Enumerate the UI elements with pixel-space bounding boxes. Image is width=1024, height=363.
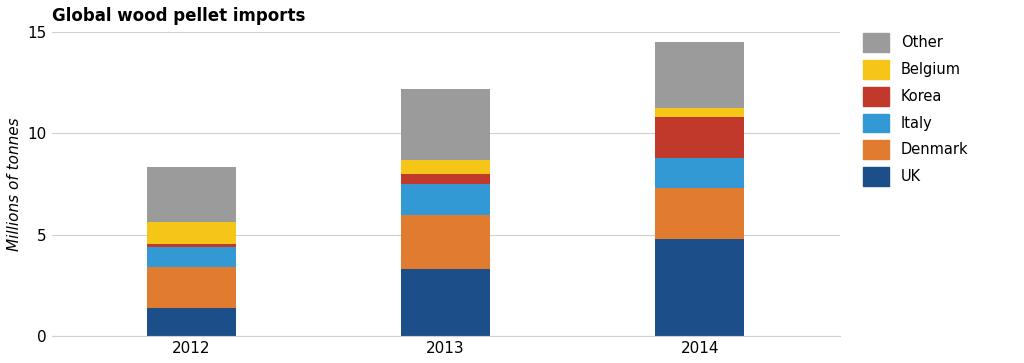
- Bar: [401, 89, 490, 160]
- Bar: [655, 108, 744, 117]
- Bar: [401, 215, 490, 269]
- Bar: [655, 117, 744, 158]
- Bar: [401, 174, 490, 184]
- Bar: [401, 160, 490, 174]
- Bar: [146, 267, 236, 308]
- Legend: Other, Belgium, Korea, Italy, Denmark, UK: Other, Belgium, Korea, Italy, Denmark, U…: [863, 33, 969, 186]
- Y-axis label: Millions of tonnes: Millions of tonnes: [7, 117, 22, 251]
- Bar: [146, 244, 236, 247]
- Bar: [146, 222, 236, 244]
- Text: Global wood pellet imports: Global wood pellet imports: [51, 7, 305, 25]
- Bar: [655, 188, 744, 239]
- Bar: [146, 247, 236, 267]
- Bar: [655, 239, 744, 336]
- Bar: [655, 158, 744, 188]
- Bar: [146, 167, 236, 222]
- Bar: [401, 184, 490, 215]
- Bar: [146, 308, 236, 336]
- Bar: [401, 269, 490, 336]
- Bar: [655, 42, 744, 108]
